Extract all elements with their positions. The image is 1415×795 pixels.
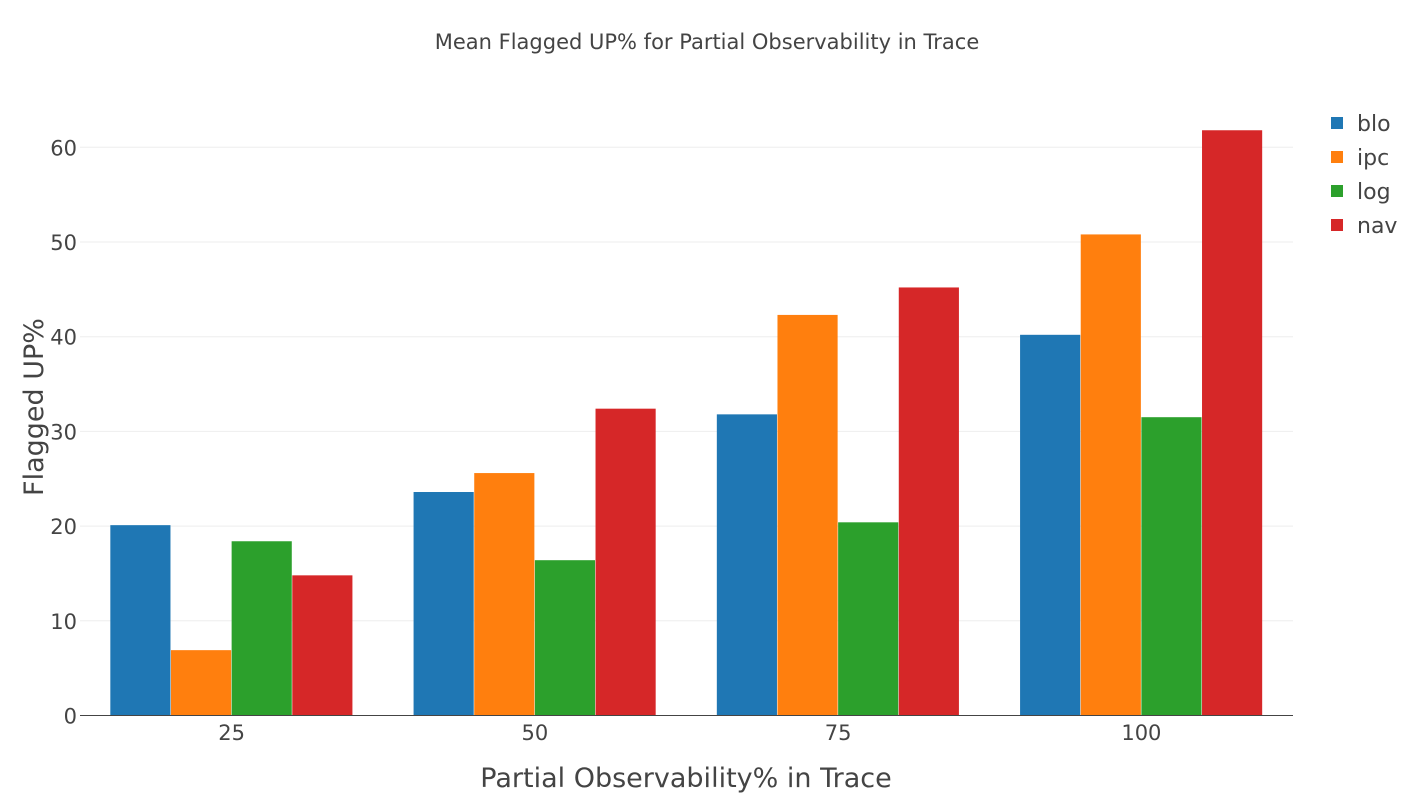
legend-label: blo	[1357, 112, 1391, 137]
legend-swatch	[1331, 117, 1343, 129]
y-axis-title: Flagged UP%	[19, 318, 50, 496]
bar-ipc-75[interactable]	[777, 314, 838, 716]
legend-label: log	[1357, 180, 1391, 205]
legend-swatch	[1331, 185, 1343, 197]
legend-item-log[interactable]: log	[1331, 180, 1391, 205]
y-tick-label: 10	[50, 610, 77, 634]
y-tick-label: 50	[50, 231, 77, 255]
y-tick-label: 30	[50, 420, 77, 444]
bar-blo-100[interactable]	[1020, 334, 1081, 716]
legend-item-nav[interactable]: nav	[1331, 214, 1397, 239]
bar-log-75[interactable]	[838, 522, 899, 716]
y-tick-label: 20	[50, 515, 77, 539]
bar-nav-100[interactable]	[1202, 130, 1263, 716]
bar-ipc-100[interactable]	[1080, 234, 1141, 716]
bar-nav-25[interactable]	[292, 575, 353, 716]
legend-swatch	[1331, 151, 1343, 163]
x-tick-label: 25	[218, 721, 245, 745]
x-tick-label: 50	[522, 721, 549, 745]
legend-swatch	[1331, 219, 1343, 231]
legend[interactable]: blo ipc log nav	[1331, 112, 1397, 239]
chart-title: Mean Flagged UP% for Partial Observabili…	[435, 30, 980, 54]
bars	[110, 130, 1263, 716]
bar-nav-75[interactable]	[898, 287, 959, 716]
bar-blo-75[interactable]	[716, 414, 777, 716]
x-tick-label: 75	[825, 721, 852, 745]
legend-label: ipc	[1357, 146, 1389, 171]
bar-blo-50[interactable]	[413, 492, 474, 716]
x-tick-labels: 25 50 75 100	[218, 721, 1161, 745]
bar-log-25[interactable]	[231, 541, 292, 716]
bar-log-50[interactable]	[534, 560, 596, 716]
bar-ipc-25[interactable]	[170, 650, 232, 716]
bar-log-100[interactable]	[1141, 417, 1202, 716]
legend-label: nav	[1357, 214, 1397, 239]
bar-blo-25[interactable]	[110, 525, 171, 716]
x-axis-title: Partial Observability% in Trace	[480, 763, 891, 794]
bar-nav-50[interactable]	[595, 408, 656, 716]
bar-ipc-50[interactable]	[474, 473, 535, 716]
legend-item-blo[interactable]: blo	[1331, 112, 1391, 137]
legend-item-ipc[interactable]: ipc	[1331, 146, 1389, 171]
y-tick-label: 0	[64, 705, 77, 729]
x-tick-label: 100	[1121, 721, 1161, 745]
y-tick-label: 60	[50, 136, 77, 160]
y-tick-labels: 0 10 20 30 40 50 60	[50, 136, 77, 728]
y-tick-label: 40	[50, 326, 77, 350]
